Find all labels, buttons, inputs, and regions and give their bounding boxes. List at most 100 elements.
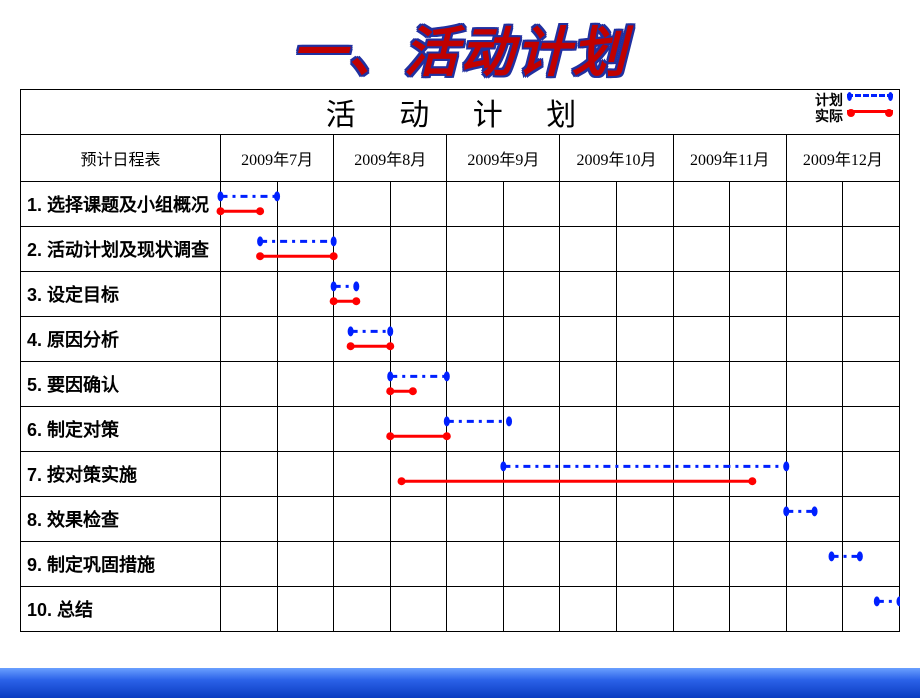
gantt-cell xyxy=(390,182,447,227)
task-label: 2. 活动计划及现状调查 xyxy=(21,227,221,272)
gantt-cell xyxy=(843,272,900,317)
gantt-cell xyxy=(503,362,560,407)
month-header: 2009年7月 xyxy=(221,135,334,182)
gantt-cell xyxy=(277,227,334,272)
gantt-cell xyxy=(786,452,843,497)
gantt-cell xyxy=(673,227,730,272)
actual-swatch xyxy=(847,110,893,123)
page-title-text: 一、活动计划 xyxy=(292,23,628,83)
gantt-cell xyxy=(390,497,447,542)
gantt-cell xyxy=(390,452,447,497)
gantt-cell xyxy=(786,497,843,542)
gantt-cell xyxy=(221,587,278,632)
gantt-cell xyxy=(277,587,334,632)
month-header: 2009年9月 xyxy=(447,135,560,182)
task-label: 7. 按对策实施 xyxy=(21,452,221,497)
legend: 计划 实际 xyxy=(815,92,893,124)
gantt-cell xyxy=(560,317,617,362)
task-row: 5. 要因确认 xyxy=(21,362,900,407)
gantt-cell xyxy=(447,182,504,227)
gantt-cell xyxy=(617,362,674,407)
gantt-cell xyxy=(390,362,447,407)
gantt-cell xyxy=(277,182,334,227)
gantt-cell xyxy=(221,497,278,542)
gantt-cell xyxy=(786,227,843,272)
gantt-cell xyxy=(447,227,504,272)
gantt-cell xyxy=(560,587,617,632)
legend-plan: 计划 xyxy=(815,92,893,108)
page-title: 一、活动计划 xyxy=(0,8,920,87)
gantt-cell xyxy=(334,587,391,632)
gantt-cell xyxy=(843,317,900,362)
gantt-cell xyxy=(617,407,674,452)
gantt-cell xyxy=(447,542,504,587)
gantt-cell xyxy=(843,182,900,227)
plan-swatch xyxy=(847,94,893,107)
gantt-cell xyxy=(617,272,674,317)
schedule-header: 预计日程表 xyxy=(21,135,221,182)
gantt-cell xyxy=(447,587,504,632)
task-label: 10. 总结 xyxy=(21,587,221,632)
month-header: 2009年12月 xyxy=(786,135,899,182)
gantt-cell xyxy=(390,587,447,632)
task-row: 2. 活动计划及现状调查 xyxy=(21,227,900,272)
gantt-cell xyxy=(390,272,447,317)
gantt-cell xyxy=(673,542,730,587)
gantt-cell xyxy=(390,227,447,272)
month-header: 2009年11月 xyxy=(673,135,786,182)
gantt-cell xyxy=(390,407,447,452)
gantt-cell xyxy=(617,227,674,272)
gantt-cell xyxy=(560,407,617,452)
gantt-cell xyxy=(843,452,900,497)
gantt-cell xyxy=(617,182,674,227)
gantt-cell xyxy=(730,227,787,272)
gantt-cell xyxy=(503,182,560,227)
gantt-cell xyxy=(730,317,787,362)
gantt-cell xyxy=(560,182,617,227)
gantt-cell xyxy=(334,317,391,362)
gantt-cell xyxy=(843,497,900,542)
legend-actual: 实际 xyxy=(815,108,893,124)
gantt-cell xyxy=(560,272,617,317)
gantt-cell xyxy=(503,587,560,632)
gantt-cell xyxy=(730,272,787,317)
gantt-cell xyxy=(447,272,504,317)
gantt-cell xyxy=(447,452,504,497)
task-label: 9. 制定巩固措施 xyxy=(21,542,221,587)
gantt-cell xyxy=(503,407,560,452)
gantt-cell xyxy=(560,362,617,407)
task-row: 3. 设定目标 xyxy=(21,272,900,317)
month-header: 2009年10月 xyxy=(560,135,673,182)
gantt-cell xyxy=(503,227,560,272)
task-label: 3. 设定目标 xyxy=(21,272,221,317)
gantt-cell xyxy=(334,362,391,407)
gantt-cell xyxy=(277,407,334,452)
gantt-cell xyxy=(843,407,900,452)
gantt-cell xyxy=(221,452,278,497)
gantt-cell xyxy=(503,542,560,587)
gantt-cell xyxy=(786,587,843,632)
gantt-cell xyxy=(786,362,843,407)
gantt-cell xyxy=(221,317,278,362)
gantt-cell xyxy=(221,272,278,317)
gantt-cell xyxy=(843,587,900,632)
gantt-cell xyxy=(277,452,334,497)
task-label: 8. 效果检查 xyxy=(21,497,221,542)
gantt-table-wrap: 活 动 计 划 计划 实际 预计日程表 2009年7月2009年8月2009年9… xyxy=(20,89,900,632)
gantt-cell xyxy=(221,227,278,272)
gantt-cell xyxy=(334,227,391,272)
gantt-cell xyxy=(390,317,447,362)
gantt-cell xyxy=(730,452,787,497)
gantt-cell xyxy=(617,497,674,542)
footer-band xyxy=(0,668,920,698)
gantt-cell xyxy=(786,407,843,452)
gantt-cell xyxy=(277,272,334,317)
gantt-cell xyxy=(730,182,787,227)
gantt-cell xyxy=(617,452,674,497)
gantt-cell xyxy=(277,362,334,407)
gantt-cell xyxy=(730,362,787,407)
gantt-cell xyxy=(560,227,617,272)
gantt-cell xyxy=(447,497,504,542)
gantt-cell xyxy=(447,407,504,452)
gantt-cell xyxy=(334,452,391,497)
